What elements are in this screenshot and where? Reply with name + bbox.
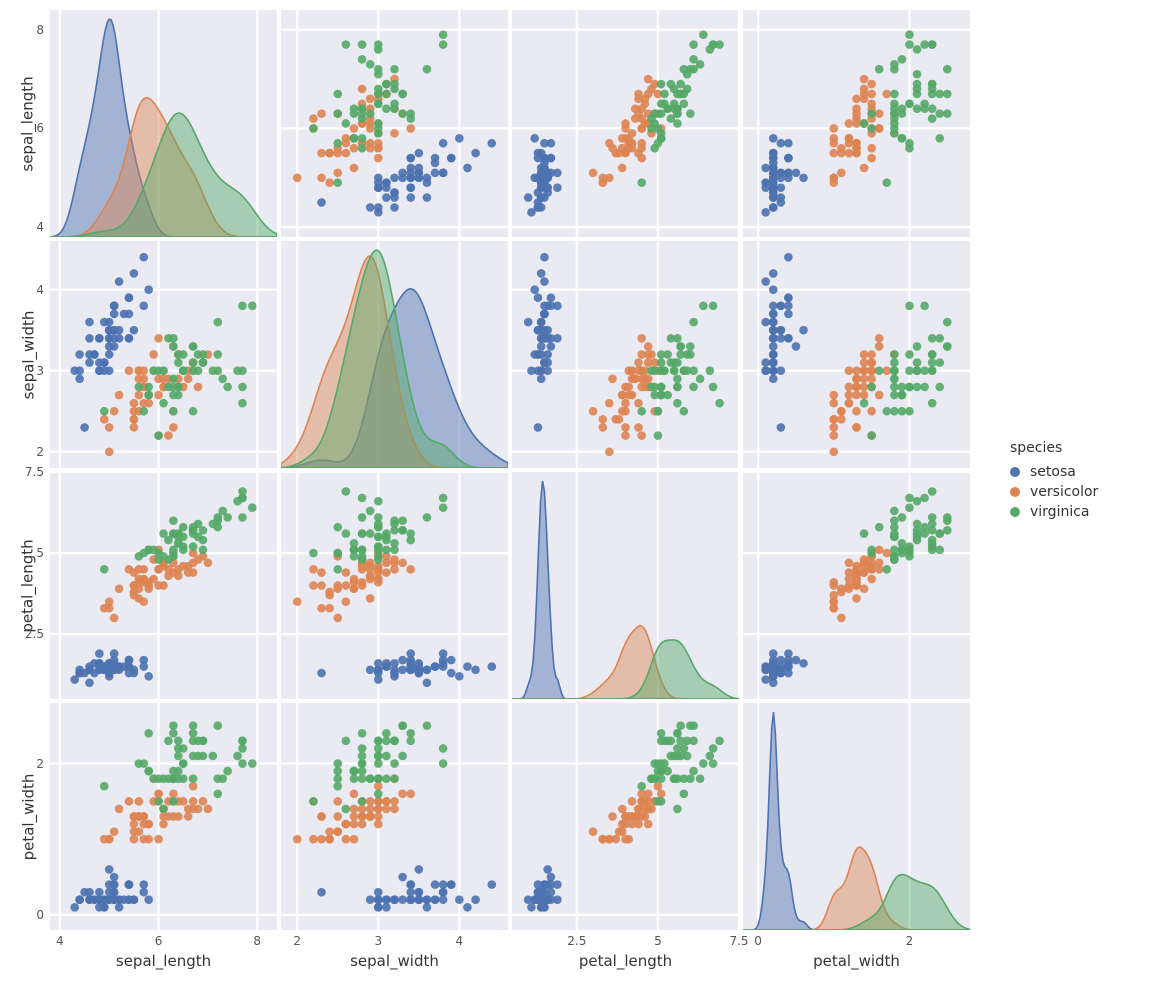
y-tick: 2 — [36, 757, 44, 771]
scatter-panel — [281, 472, 508, 699]
y-tick: 6 — [36, 121, 44, 135]
scatter-panel — [281, 10, 508, 237]
x-axis-label: petal_length — [512, 934, 739, 970]
y-tick: 7.5 — [25, 465, 44, 479]
x-tick: 4 — [456, 934, 464, 948]
x-axis-label: petal_width — [743, 934, 970, 970]
kde-panel: 02 — [743, 703, 970, 930]
scatter-panel — [512, 10, 739, 237]
axis-label-text: sepal_width — [19, 310, 37, 399]
y-tick: 2 — [36, 445, 44, 459]
scatter-panel: 234 — [50, 241, 277, 468]
x-tick: 5 — [654, 934, 662, 948]
legend-swatch — [1010, 487, 1020, 497]
legend-item: setosa — [1010, 464, 1098, 480]
legend-label: versicolor — [1030, 484, 1098, 500]
axis-label-text: sepal_length — [19, 76, 37, 171]
y-tick: 4 — [36, 283, 44, 297]
x-tick: 2.5 — [567, 934, 586, 948]
kde-panel — [512, 472, 739, 699]
x-tick: 6 — [155, 934, 163, 948]
x-axis-label: sepal_width — [281, 934, 508, 970]
legend-label: setosa — [1030, 464, 1076, 480]
y-tick: 8 — [36, 23, 44, 37]
kde-panel: 468 — [50, 10, 277, 237]
legend-swatch — [1010, 467, 1020, 477]
scatter-panel: 234 — [281, 703, 508, 930]
axis-label-text: petal_length — [19, 539, 37, 632]
x-tick: 4 — [56, 934, 64, 948]
scatter-panel: 2.557.5 — [50, 472, 277, 699]
x-tick: 3 — [374, 934, 382, 948]
pairplot-grid: sepal_length468sepal_width234petal_lengt… — [10, 10, 970, 930]
scatter-panel — [512, 241, 739, 468]
y-axis-label: sepal_width — [10, 241, 46, 468]
x-tick: 0 — [754, 934, 762, 948]
legend-label: virginica — [1030, 504, 1090, 520]
y-tick: 5 — [36, 546, 44, 560]
y-axis-label: petal_length — [10, 472, 46, 699]
x-tick: 7.5 — [729, 934, 748, 948]
kde-panel — [281, 241, 508, 468]
x-axis-label: sepal_length — [50, 934, 277, 970]
legend-item: virginica — [1010, 504, 1098, 520]
y-tick: 3 — [36, 364, 44, 378]
y-tick: 0 — [36, 908, 44, 922]
legend-item: versicolor — [1010, 484, 1098, 500]
scatter-panel — [743, 10, 970, 237]
legend-swatch — [1010, 507, 1020, 517]
scatter-panel — [743, 472, 970, 699]
x-tick: 2 — [293, 934, 301, 948]
legend-title: species — [1010, 440, 1098, 456]
axis-label-text: petal_width — [19, 773, 37, 860]
scatter-panel — [743, 241, 970, 468]
x-tick: 2 — [906, 934, 914, 948]
y-axis-label: petal_width — [10, 703, 46, 930]
legend: species setosa versicolor virginica — [1010, 440, 1098, 524]
scatter-panel: 46802 — [50, 703, 277, 930]
x-tick: 8 — [253, 934, 261, 948]
y-tick: 4 — [36, 220, 44, 234]
scatter-panel: 2.557.5 — [512, 703, 739, 930]
y-tick: 2.5 — [25, 627, 44, 641]
